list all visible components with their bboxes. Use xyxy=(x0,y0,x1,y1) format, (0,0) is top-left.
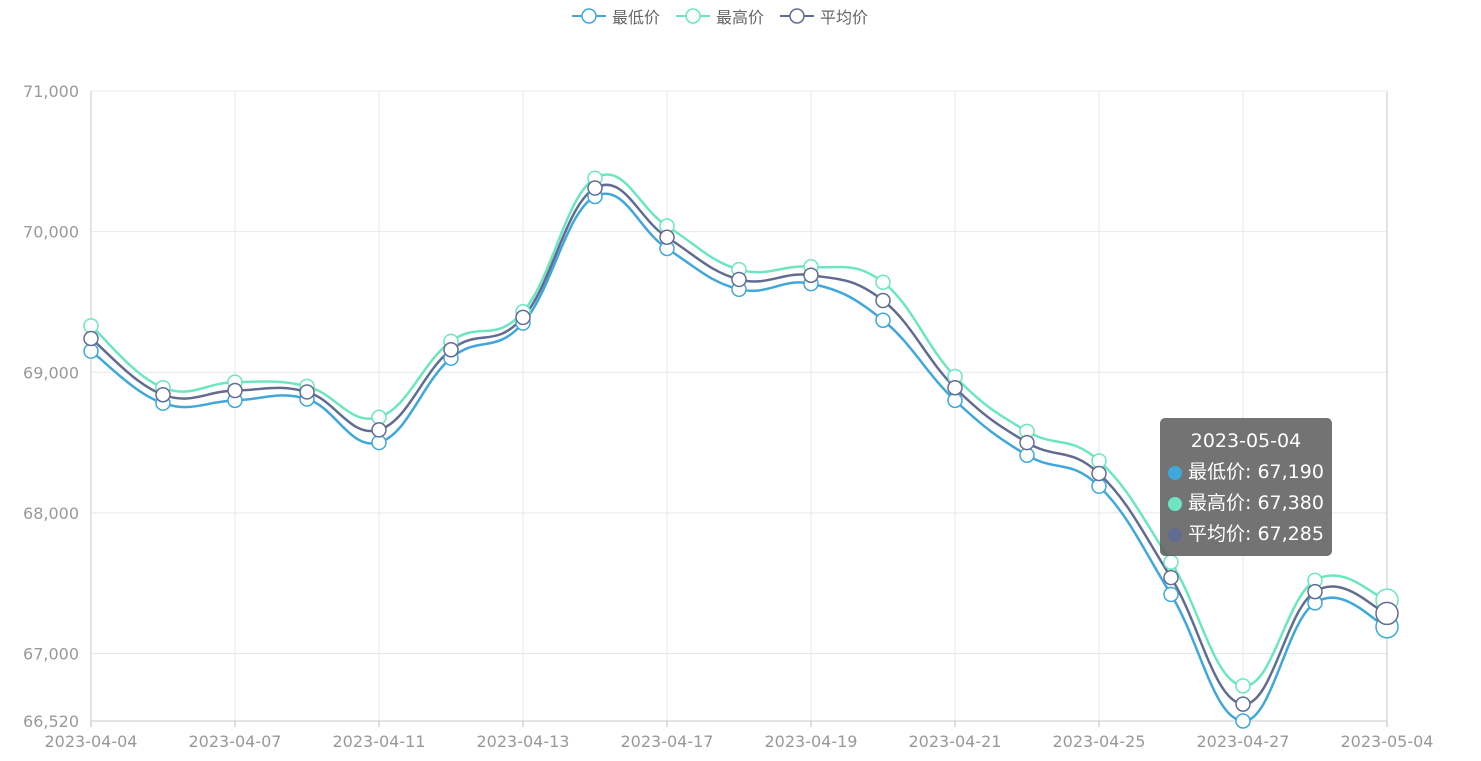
data-points[interactable] xyxy=(83,170,1399,729)
data-point[interactable] xyxy=(1091,478,1107,494)
data-point[interactable] xyxy=(371,434,387,451)
data-point[interactable] xyxy=(227,382,243,399)
data-point[interactable] xyxy=(83,318,99,334)
tooltip-low-value: 最低价: 67,190 xyxy=(1188,461,1324,483)
data-point[interactable] xyxy=(371,409,387,425)
tooltip-avg-dot-icon xyxy=(1168,527,1182,542)
data-point[interactable] xyxy=(803,267,819,283)
legend-item-high[interactable]: 最高价 xyxy=(675,4,764,28)
data-point[interactable] xyxy=(1091,465,1107,482)
data-point[interactable] xyxy=(731,271,747,288)
x-tick-label: 2023-04-07 xyxy=(189,732,282,751)
y-tick-label: 67,000 xyxy=(23,645,79,664)
data-point[interactable] xyxy=(1235,696,1251,712)
y-tick-label: 70,000 xyxy=(23,223,79,242)
data-point[interactable] xyxy=(371,422,387,438)
legend: 最低价 最高价 平均价 xyxy=(0,4,1440,28)
data-point[interactable] xyxy=(1163,554,1179,570)
x-tick-label: 2023-04-13 xyxy=(477,732,570,751)
legend-high-swatch-icon xyxy=(675,6,710,26)
legend-low-label: 最低价 xyxy=(611,8,660,27)
series-line-1 xyxy=(90,173,1388,688)
x-tick-label: 2023-04-11 xyxy=(333,732,426,751)
x-tick-label: 2023-04-25 xyxy=(1053,732,1146,751)
data-point[interactable] xyxy=(1235,713,1251,729)
data-point[interactable] xyxy=(155,387,171,403)
grid-lines xyxy=(91,90,1387,721)
tooltip-avg-value: 平均价: 67,285 xyxy=(1188,523,1324,545)
data-point[interactable] xyxy=(83,343,99,359)
tooltip-low-dot-icon xyxy=(1168,465,1182,480)
y-tick-label: 69,000 xyxy=(23,363,79,382)
x-tick-label: 2023-04-04 xyxy=(45,732,138,751)
axes: 66,520 67,000 68,000 69,000 70,000 71,000 2023… xyxy=(23,82,1433,751)
legend-avg-label: 平均价 xyxy=(820,8,869,27)
data-point[interactable] xyxy=(1375,601,1399,626)
data-point[interactable] xyxy=(299,384,315,400)
y-tick-label: 71,000 xyxy=(23,82,79,101)
data-point[interactable] xyxy=(1235,678,1251,694)
data-point[interactable] xyxy=(1163,569,1179,586)
tooltip-row-avg: 平均价: 67,285 xyxy=(1168,519,1324,550)
x-tick-label: 2023-04-19 xyxy=(765,732,858,751)
x-tick-label: 2023-04-27 xyxy=(1197,732,1290,751)
legend-avg-swatch-icon xyxy=(780,6,814,26)
data-point[interactable] xyxy=(515,309,531,326)
data-point[interactable] xyxy=(443,342,459,358)
legend-item-low[interactable]: 最低价 xyxy=(571,4,660,28)
y-tick-label: 68,000 xyxy=(23,504,79,523)
y-tick-label: 66,520 xyxy=(23,712,79,731)
tooltip-high-value: 最高价: 67,380 xyxy=(1188,492,1324,514)
data-point[interactable] xyxy=(587,180,603,196)
tooltip-row-low: 最低价: 67,190 xyxy=(1168,457,1324,488)
data-point[interactable] xyxy=(83,330,99,347)
data-point[interactable] xyxy=(875,274,891,290)
tooltip: 2023-05-04 最低价: 67,190 最高价: 67,380 平均价: … xyxy=(1160,418,1332,556)
legend-item-avg[interactable]: 平均价 xyxy=(780,4,868,28)
data-point[interactable] xyxy=(947,379,963,396)
data-point[interactable] xyxy=(659,229,675,245)
legend-low-swatch-icon xyxy=(571,6,606,26)
x-tick-label: 2023-04-17 xyxy=(621,732,714,751)
legend-high-label: 最高价 xyxy=(715,8,764,27)
data-point[interactable] xyxy=(1091,453,1107,469)
tooltip-row-high: 最高价: 67,380 xyxy=(1168,488,1324,519)
data-point[interactable] xyxy=(1019,434,1035,451)
data-point[interactable] xyxy=(1307,583,1323,600)
tooltip-high-dot-icon xyxy=(1168,496,1182,511)
data-point[interactable] xyxy=(875,292,891,309)
data-point[interactable] xyxy=(1163,586,1179,603)
x-tick-label: 2023-05-04 xyxy=(1341,732,1434,751)
data-point[interactable] xyxy=(875,312,891,328)
data-point[interactable] xyxy=(947,392,963,409)
x-tick-label: 2023-04-21 xyxy=(909,732,1002,751)
tooltip-title: 2023-05-04 xyxy=(1190,430,1302,452)
data-point[interactable] xyxy=(1019,447,1035,463)
